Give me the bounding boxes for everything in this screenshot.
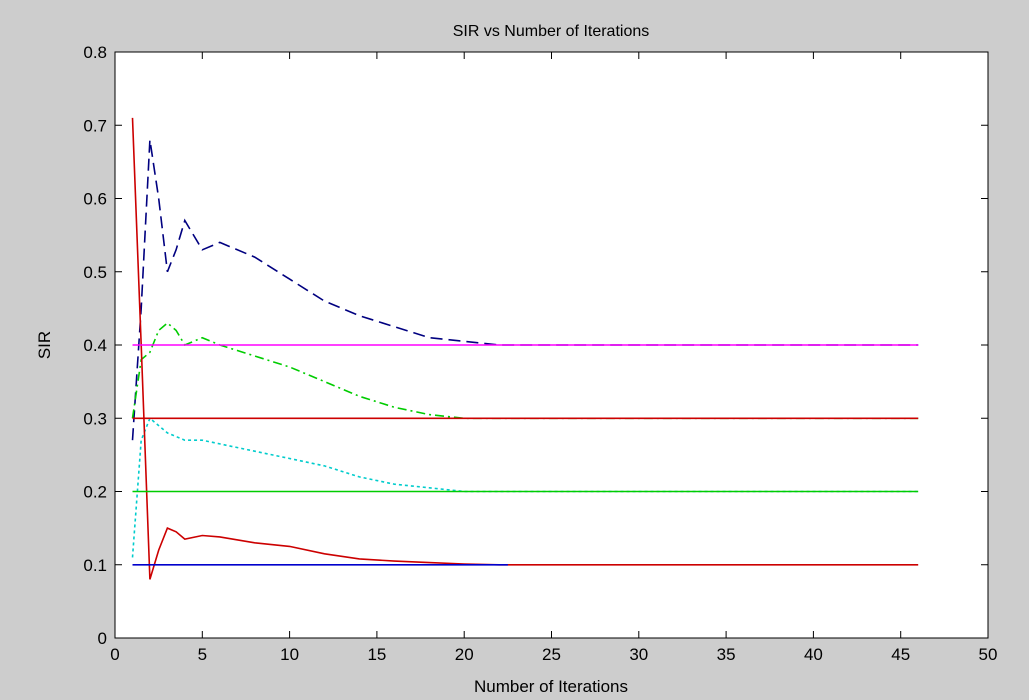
y-tick-label: 0.6 bbox=[83, 190, 107, 209]
x-tick-label: 25 bbox=[542, 645, 561, 664]
x-tick-label: 15 bbox=[367, 645, 386, 664]
x-tick-label: 45 bbox=[891, 645, 910, 664]
series-line-4 bbox=[131, 117, 919, 580]
x-tick-label: 40 bbox=[804, 645, 823, 664]
y-tick-label: 0.4 bbox=[83, 336, 107, 355]
x-tick-labels: 0 5 10 15 20 25 30 35 40 45 50 bbox=[110, 645, 997, 664]
x-tick-label: 10 bbox=[280, 645, 299, 664]
y-tick-label: 0.5 bbox=[83, 263, 107, 282]
x-tick-label: 5 bbox=[198, 645, 207, 664]
y-axis-label: SIR bbox=[35, 331, 54, 359]
x-tick-label: 50 bbox=[979, 645, 998, 664]
ticks-layer bbox=[114, 51, 989, 639]
series-line-2 bbox=[131, 321, 919, 420]
x-tick-label: 30 bbox=[629, 645, 648, 664]
x-tick-label: 0 bbox=[110, 645, 119, 664]
y-tick-label: 0.7 bbox=[83, 116, 107, 135]
y-tick-labels: 0 0.1 0.2 0.3 0.4 0.5 0.6 0.7 0.8 bbox=[83, 43, 107, 648]
x-tick-label: 35 bbox=[717, 645, 736, 664]
y-tick-label: 0.3 bbox=[83, 409, 107, 428]
y-tick-label: 0 bbox=[98, 629, 107, 648]
x-tick-label: 20 bbox=[455, 645, 474, 664]
y-tick-label: 0.2 bbox=[83, 483, 107, 502]
series-layer bbox=[131, 117, 919, 580]
y-tick-label: 0.8 bbox=[83, 43, 107, 62]
y-tick-label: 0.1 bbox=[83, 556, 107, 575]
x-axis-label: Number of Iterations bbox=[474, 677, 628, 696]
chart-title: SIR vs Number of Iterations bbox=[453, 23, 650, 40]
series-line-3 bbox=[131, 416, 919, 558]
